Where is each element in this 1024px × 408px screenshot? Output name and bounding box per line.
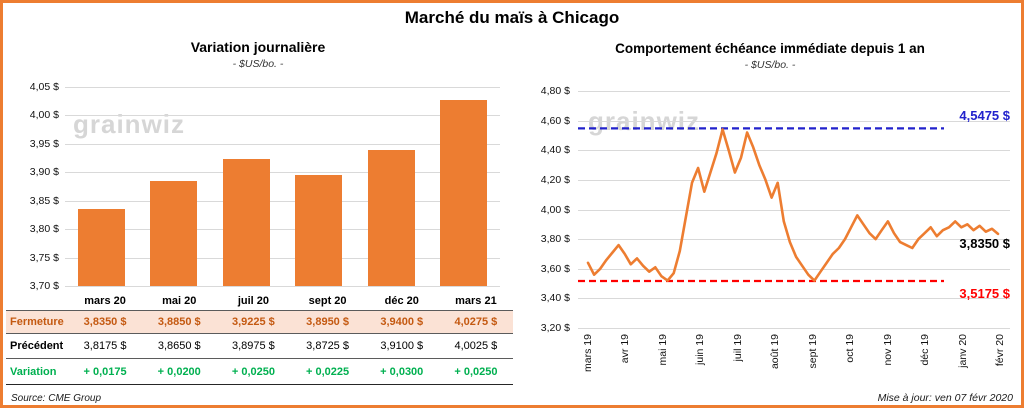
x-tick-label: mars 21 xyxy=(455,295,497,307)
y-tick-label: 3,20 $ xyxy=(540,322,570,334)
table-cell: 3,9225 $ xyxy=(216,310,291,334)
price-table: mars 20 mai 20 juil 20 sept 20 déc 20 mars 21… xyxy=(6,289,513,385)
table-cell: + 0,0225 xyxy=(290,359,365,385)
page-title: Marché du maïs à Chicago xyxy=(404,8,620,27)
row-label-variation: Variation xyxy=(6,359,68,385)
x-tick-label: sept 20 xyxy=(308,295,347,307)
table-cell: + 0,0250 xyxy=(438,359,513,385)
table-cell: 3,9400 $ xyxy=(364,310,439,334)
x-tick-label: avr 19 xyxy=(619,334,632,364)
x-tick-label: juin 19 xyxy=(694,334,707,365)
bar-chart-subtitle: - $US/bo. - xyxy=(232,58,284,70)
min-value-label: 3,5175 $ xyxy=(959,285,1010,301)
y-tick-label: 3,85 $ xyxy=(29,194,59,207)
x-tick-label: sept 19 xyxy=(806,334,819,369)
line-chart-y-axis: 4,80 $ 4,60 $ 4,40 $ 4,20 $ 4,00 $ 3,80 $ 3,60… xyxy=(518,85,570,334)
y-tick-label: 3,95 $ xyxy=(29,137,59,150)
y-tick-label: 4,60 $ xyxy=(540,114,570,127)
gridline xyxy=(65,115,500,117)
gridline xyxy=(65,286,500,287)
table-cell: + 0,0200 xyxy=(142,359,217,385)
x-tick-label: août 19 xyxy=(769,334,782,370)
table-cell: 4,0025 $ xyxy=(438,334,513,359)
y-tick-label: 3,70 $ xyxy=(29,280,59,292)
y-tick-label: 4,80 $ xyxy=(540,85,570,97)
x-tick-label: mars 20 xyxy=(84,295,126,307)
y-tick-label: 4,00 $ xyxy=(29,109,59,122)
table-cell: 3,8725 $ xyxy=(290,334,365,359)
bar-juil-20 xyxy=(222,159,270,286)
table-cell: 3,8350 $ xyxy=(68,310,143,334)
y-tick-label: 3,80 $ xyxy=(540,233,570,246)
table-cell: 3,8975 $ xyxy=(216,334,291,359)
gridline xyxy=(65,172,500,174)
last-value-label: 3,8350 $ xyxy=(959,235,1010,251)
y-tick-label: 3,90 $ xyxy=(29,166,59,179)
y-tick-label: 4,05 $ xyxy=(29,81,59,93)
table-cell: + 0,0250 xyxy=(216,359,291,385)
y-tick-label: 4,40 $ xyxy=(540,144,570,157)
y-tick-label: 3,60 $ xyxy=(540,262,570,275)
table-cell: 3,9100 $ xyxy=(364,334,439,359)
max-value-label: 4,5475 $ xyxy=(959,108,1010,124)
x-tick-label: mars 19 xyxy=(582,334,594,372)
y-tick-label: 3,75 $ xyxy=(29,251,59,264)
table-cell: 3,8850 $ xyxy=(142,310,217,334)
x-tick-label: juil 20 xyxy=(237,295,269,307)
x-tick-label: oct 19 xyxy=(844,334,857,363)
y-tick-label: 3,80 $ xyxy=(29,223,59,236)
gridline xyxy=(65,257,500,259)
gridline xyxy=(65,87,500,88)
price-line-svg xyxy=(578,127,1000,283)
bar-mai-20 xyxy=(150,180,198,286)
price-line xyxy=(586,128,1000,282)
row-label-fermeture: Fermeture xyxy=(6,310,68,334)
y-tick-label: 4,00 $ xyxy=(540,203,570,216)
table-cell: 4,0275 $ xyxy=(438,310,513,334)
gridline xyxy=(578,328,1010,329)
table-cell: 3,8175 $ xyxy=(68,334,143,359)
bar-chart-plot xyxy=(65,87,500,287)
x-tick-label: févr 20 xyxy=(993,334,1006,367)
bar-chart-title: Variation journalière xyxy=(190,39,326,55)
gridline xyxy=(578,239,1010,241)
x-tick-label: mai 19 xyxy=(656,334,669,366)
bar-mars-20 xyxy=(77,209,125,286)
line-chart-x-axis: mars 19 avr 19 mai 19 juin 19 juil 19 août 19… xyxy=(578,332,1018,390)
table-cell: + 0,0175 xyxy=(68,359,143,385)
table-cell: 3,8950 $ xyxy=(290,310,365,334)
x-tick-label: déc 20 xyxy=(384,295,419,307)
gridline xyxy=(578,268,1010,270)
bar-mars-21 xyxy=(440,99,488,286)
gridline xyxy=(65,143,500,145)
update-note: Mise à jour: ven 07 févr 2020 xyxy=(877,392,1013,404)
row-label-précédent: Précédent xyxy=(6,334,68,359)
x-tick-label: janv 20 xyxy=(956,334,969,368)
table-cell: + 0,0300 xyxy=(364,359,439,385)
y-tick-label: 4,20 $ xyxy=(540,173,570,186)
bar-sept-20 xyxy=(295,175,343,286)
line-chart-title: Comportement échéance immédiate depuis 1… xyxy=(615,41,925,56)
source-note: Source: CME Group xyxy=(11,393,102,404)
gridline xyxy=(578,179,1010,181)
line-chart-plot: 4,5475 $ 3,5175 $ 3,8350 $ xyxy=(578,91,1010,329)
gridline xyxy=(65,200,500,202)
gridline xyxy=(578,91,1010,92)
x-tick-label: nov 19 xyxy=(881,334,894,366)
table-corner xyxy=(6,289,68,310)
gridline xyxy=(578,298,1010,300)
gridline xyxy=(65,229,500,231)
x-tick-label: juil 19 xyxy=(731,334,744,362)
y-tick-label: 3,40 $ xyxy=(540,292,570,305)
x-tick-label: déc 19 xyxy=(919,334,932,366)
table-cell: 3,8650 $ xyxy=(142,334,217,359)
gridline xyxy=(578,209,1010,211)
bar-déc-20 xyxy=(367,149,415,286)
gridline xyxy=(578,120,1010,122)
bar-chart-y-axis: 4,05 $ 4,00 $ 3,95 $ 3,90 $ 3,85 $ 3,80 $ 3,75… xyxy=(15,81,59,292)
x-tick-label: mai 20 xyxy=(162,295,197,307)
gridline xyxy=(578,150,1010,152)
line-chart-subtitle: - $US/bo. - xyxy=(744,59,796,71)
